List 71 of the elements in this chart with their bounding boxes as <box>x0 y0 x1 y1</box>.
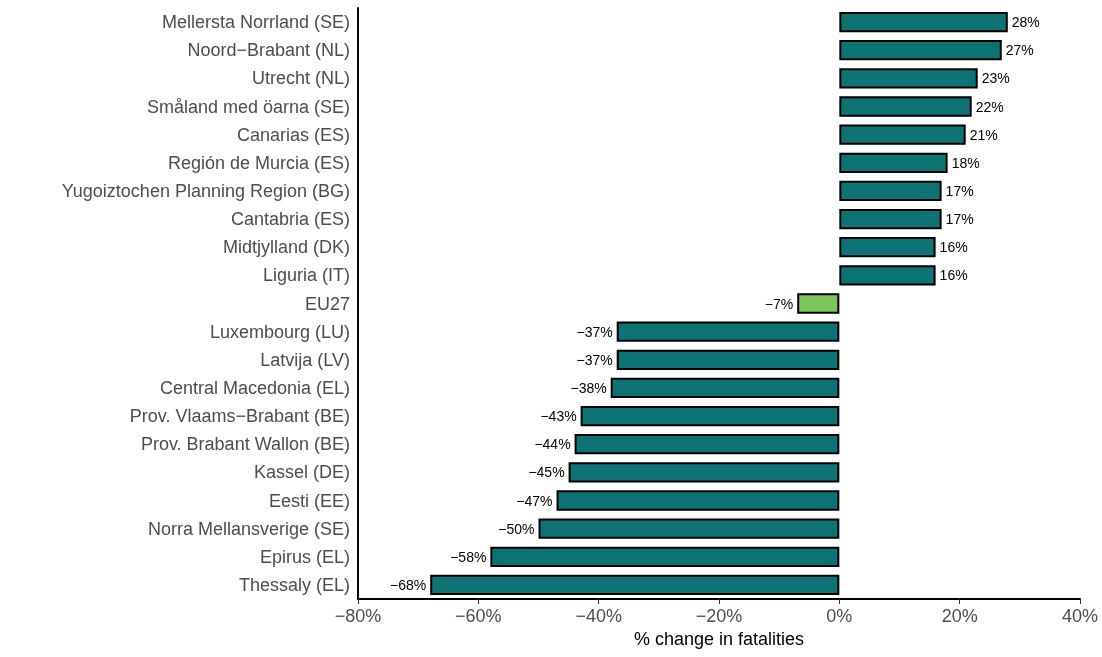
data-label: −37% <box>576 323 613 340</box>
data-label: −43% <box>540 408 577 425</box>
data-label: −37% <box>576 351 613 368</box>
data-label: −45% <box>528 464 565 481</box>
x-tick-label: −20% <box>695 606 743 626</box>
data-label: −50% <box>498 520 535 537</box>
data-label: −44% <box>534 436 571 453</box>
bar <box>839 265 936 286</box>
y-tick-label: Central Macedonia (EL) <box>159 377 350 398</box>
x-tick-label: −60% <box>455 606 502 626</box>
bar <box>839 237 936 258</box>
bar <box>839 180 942 202</box>
y-tick-label: Småland med öarna (SE) <box>146 96 350 117</box>
x-tick-label: 40% <box>1061 606 1099 626</box>
y-tick-label: Luxembourg (LU) <box>209 321 350 342</box>
bar <box>574 434 840 455</box>
data-label: −47% <box>516 492 553 509</box>
data-label: 21% <box>969 126 998 143</box>
y-tick-label: Mellersta Norrland (SE) <box>161 12 350 33</box>
y-tick-label: Thessaly (EL) <box>238 574 350 595</box>
data-label: −68% <box>390 576 427 593</box>
y-tick-label: Cantabria (ES) <box>230 209 350 230</box>
data-label: 28% <box>1011 14 1040 31</box>
x-tick-label: 0% <box>826 606 853 626</box>
y-tick-label: Prov. Vlaams−Brabant (BE) <box>129 406 350 427</box>
data-label: 27% <box>1005 42 1034 59</box>
data-label: 17% <box>945 211 974 228</box>
y-tick-label: Utrecht (NL) <box>251 68 350 89</box>
bar <box>616 321 840 342</box>
data-label: −38% <box>570 379 607 396</box>
bar <box>616 349 840 370</box>
y-tick-label: Latvija (LV) <box>260 349 350 370</box>
x-axis-title: % change in fatalities <box>633 628 805 649</box>
bar <box>797 293 840 314</box>
y-tick-label: Yugoiztochen Planning Region (BG) <box>61 180 350 201</box>
y-tick-label: Eesti (EE) <box>268 490 350 511</box>
y-tick-label: Kassel (DE) <box>253 462 350 483</box>
bar <box>568 462 840 483</box>
data-label: 22% <box>975 98 1004 115</box>
data-label: 17% <box>945 182 974 199</box>
y-tick-label: EU27 <box>304 293 350 314</box>
data-label: 16% <box>939 267 968 284</box>
x-tick-label: −40% <box>575 606 622 626</box>
bar <box>839 152 948 173</box>
bar <box>430 574 840 596</box>
bar <box>610 377 840 399</box>
x-tick-label: 20% <box>941 606 978 626</box>
y-tick-label: Midtjylland (DK) <box>222 237 350 258</box>
data-label: 16% <box>939 239 968 256</box>
bar <box>490 546 840 567</box>
data-label: −7% <box>764 295 794 312</box>
x-tick-label: −80% <box>334 606 382 626</box>
y-tick-label: Epirus (EL) <box>259 546 350 567</box>
y-tick-label: Prov. Brabant Wallon (BE) <box>140 434 350 455</box>
bar <box>839 40 1002 61</box>
y-tick-label: Canarias (ES) <box>236 124 350 145</box>
data-label: 23% <box>981 70 1010 87</box>
y-tick-label: Región de Murcia (ES) <box>167 152 350 173</box>
data-label: −58% <box>450 548 487 565</box>
y-tick-label: Noord−Brabant (NL) <box>187 40 350 61</box>
data-label: 18% <box>951 154 980 171</box>
bar <box>839 11 1008 33</box>
bar <box>839 124 966 145</box>
bar <box>556 490 840 511</box>
bar <box>839 208 942 230</box>
bar <box>580 405 840 427</box>
bar <box>538 518 840 539</box>
bar <box>839 96 972 117</box>
bar <box>839 68 978 89</box>
y-tick-label: Norra Mellansverige (SE) <box>147 518 350 539</box>
y-tick-label: Liguria (IT) <box>262 265 350 286</box>
